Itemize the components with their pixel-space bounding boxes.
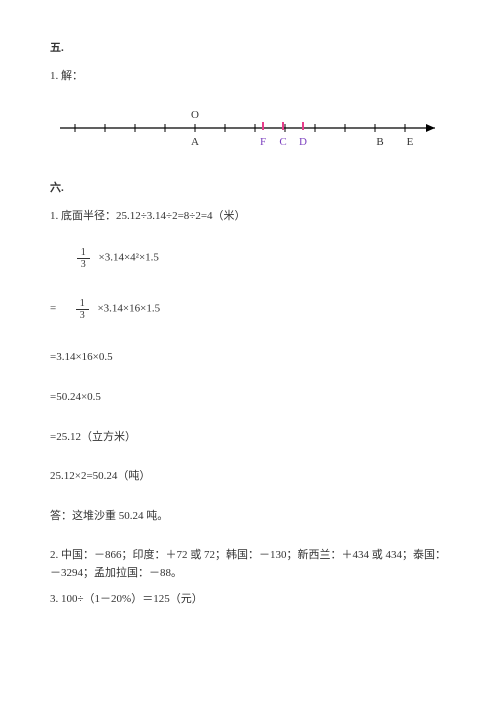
section-6-item1-header: 1. 底面半径：25.12÷3.14÷2=8÷2=4（米） bbox=[50, 208, 450, 226]
arrow-head bbox=[426, 124, 435, 132]
calc-row-2: = 1 3 ×3.14×16×1.5 bbox=[50, 298, 450, 321]
plain-row-2: =25.12（立方米） bbox=[50, 429, 450, 447]
marker-F: F bbox=[260, 122, 266, 148]
marker-D: D bbox=[299, 122, 307, 148]
svg-text:C: C bbox=[279, 136, 286, 148]
calc-row-1: 1 3 ×3.14×4²×1.5 bbox=[50, 247, 450, 270]
fraction-2: 1 3 bbox=[76, 298, 89, 321]
number-line-figure: O A F C D B E bbox=[50, 100, 450, 155]
section-6-item3: 3. 100÷（1－20%）＝125（元） bbox=[50, 591, 450, 609]
section-5-item1-label: 1. 解： bbox=[50, 68, 450, 86]
point-label-O: O bbox=[191, 109, 199, 121]
marker-C: C bbox=[279, 122, 286, 148]
calc-row-2-rest: ×3.14×16×1.5 bbox=[97, 303, 160, 315]
section-6-item2: 2. 中国：－866；印度：＋72 或 72；韩国：－130；新西兰：＋434 … bbox=[50, 547, 450, 582]
point-label-B: B bbox=[376, 136, 383, 148]
calc-row-1-rest: ×3.14×4²×1.5 bbox=[99, 252, 159, 264]
plain-row-4: 答：这堆沙重 50.24 吨。 bbox=[50, 508, 450, 526]
plain-row-3: 25.12×2=50.24（吨） bbox=[50, 468, 450, 486]
point-label-A: A bbox=[191, 136, 199, 148]
section-5-title: 五. bbox=[50, 40, 450, 58]
plain-row-1: =50.24×0.5 bbox=[50, 389, 450, 407]
plain-row-0: =3.14×16×0.5 bbox=[50, 349, 450, 367]
section-6-title: 六. bbox=[50, 180, 450, 198]
svg-text:D: D bbox=[299, 136, 307, 148]
svg-text:F: F bbox=[260, 136, 266, 148]
fraction-1: 1 3 bbox=[77, 247, 90, 270]
point-label-E: E bbox=[407, 136, 414, 148]
number-line-svg: O A F C D B E bbox=[50, 100, 450, 155]
